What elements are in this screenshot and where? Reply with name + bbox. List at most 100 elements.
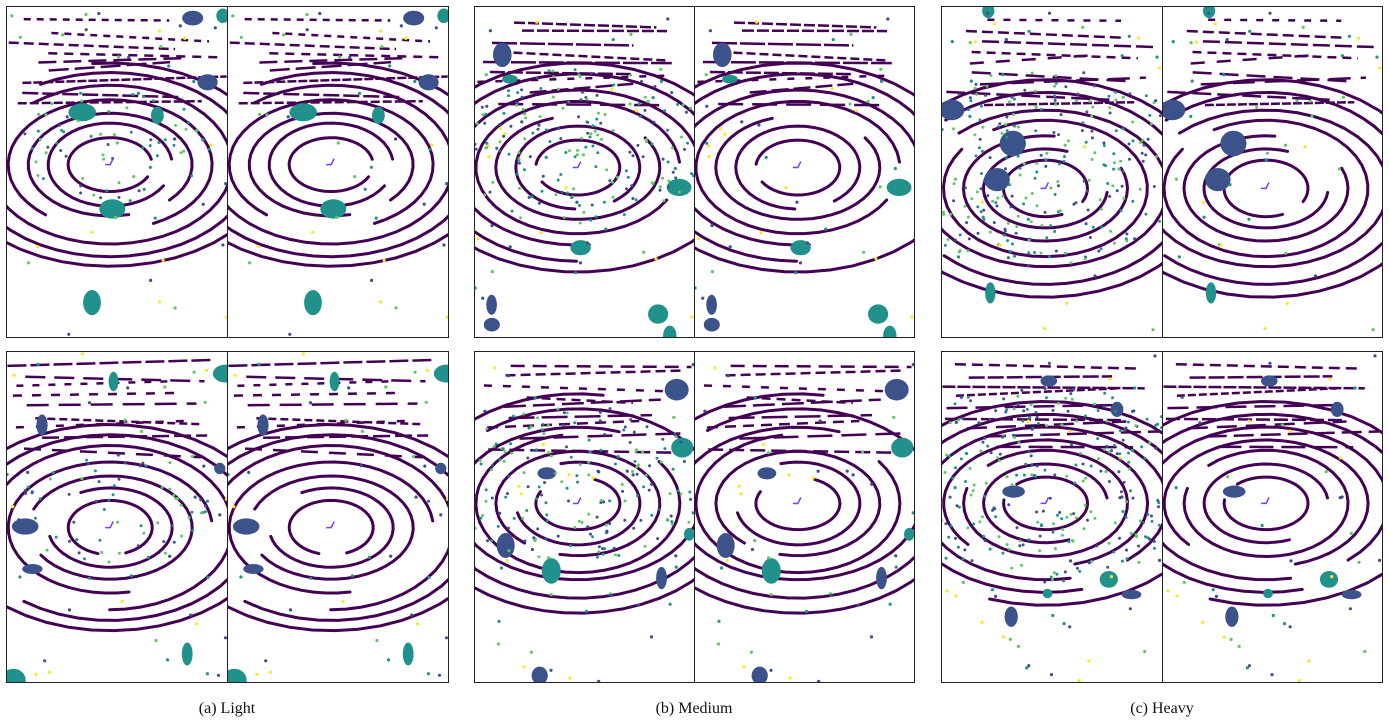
noise-point	[176, 497, 180, 501]
noise-point	[481, 514, 485, 517]
lidar-point	[496, 642, 501, 646]
noise-point	[540, 189, 544, 193]
noise-point	[952, 127, 955, 131]
point-cloud-render	[475, 17, 694, 337]
noise-point	[157, 141, 161, 144]
noise-point	[569, 455, 573, 459]
noise-point	[511, 414, 515, 418]
noise-point	[495, 146, 499, 150]
noise-point	[1127, 142, 1131, 146]
lidar-point	[341, 599, 345, 603]
lidar-point	[696, 237, 700, 241]
object-blob	[648, 304, 669, 324]
lidar-point	[816, 469, 820, 473]
lidar-point	[831, 38, 835, 42]
noise-point	[475, 526, 477, 530]
noise-point	[960, 416, 964, 420]
noise-point	[1080, 129, 1084, 133]
noise-point	[648, 464, 652, 468]
noise-point	[1049, 575, 1053, 579]
scan-ring	[228, 83, 448, 246]
lidar-point	[609, 593, 613, 597]
noise-point	[112, 484, 116, 488]
lidar-point	[247, 470, 251, 474]
noise-point	[501, 533, 504, 537]
lidar-point	[439, 513, 443, 517]
panel-heavy-bottom-noisy	[941, 351, 1163, 683]
noise-point	[512, 516, 516, 520]
lidar-point	[218, 513, 222, 517]
noise-point	[111, 493, 115, 497]
noise-point	[58, 123, 62, 127]
noise-point	[1117, 470, 1121, 474]
scan-band	[1175, 362, 1362, 370]
noise-point	[1131, 199, 1135, 203]
lidar-point	[705, 141, 709, 145]
lidar-point	[37, 112, 41, 116]
lidar-point	[1155, 55, 1159, 59]
noise-point	[573, 526, 577, 529]
noise-point	[1026, 264, 1030, 268]
noise-point	[669, 514, 673, 518]
noise-point	[1015, 225, 1019, 229]
noise-point	[1045, 396, 1048, 400]
object-blob	[36, 414, 48, 436]
object-blob	[493, 42, 512, 67]
lidar-point	[1283, 143, 1288, 147]
noise-point	[141, 146, 145, 150]
object-blob	[666, 178, 692, 196]
object-blob	[83, 290, 101, 316]
noise-point	[632, 526, 636, 530]
lidar-point	[1324, 470, 1328, 474]
noise-point	[1043, 387, 1047, 391]
lidar-point	[61, 33, 65, 37]
noise-point	[1141, 159, 1145, 163]
lidar-point	[167, 64, 171, 68]
noise-point	[973, 133, 977, 137]
noise-point	[661, 437, 665, 441]
noise-point	[83, 557, 86, 561]
lidar-point	[1189, 114, 1193, 118]
noise-point	[1085, 110, 1089, 114]
noise-point	[1144, 94, 1148, 98]
lidar-point	[1194, 40, 1198, 44]
noise-point	[537, 485, 541, 489]
lidar-point	[668, 602, 672, 606]
noise-point	[174, 123, 178, 127]
lidar-point	[424, 400, 428, 404]
noise-point	[585, 97, 589, 101]
noise-point	[1114, 98, 1118, 102]
lidar-point	[301, 352, 306, 356]
noise-point	[1102, 144, 1106, 147]
noise-point	[562, 423, 566, 427]
scan-band	[23, 17, 170, 22]
lidar-point	[591, 476, 595, 480]
noise-point	[650, 142, 654, 146]
noise-point	[1154, 446, 1158, 450]
lidar-point	[634, 109, 638, 113]
noise-point	[638, 115, 642, 119]
lidar-point	[1228, 183, 1232, 187]
noise-point	[1038, 534, 1042, 538]
noise-point	[152, 118, 156, 122]
lidar-point	[360, 429, 365, 433]
noise-point	[603, 547, 607, 551]
lidar-point	[65, 115, 69, 119]
noise-point	[1150, 519, 1154, 523]
ego-vehicle-marker	[572, 497, 582, 505]
noise-point	[587, 460, 591, 464]
scan-ring	[475, 100, 681, 236]
lidar-point	[232, 505, 236, 509]
noise-point	[616, 175, 619, 179]
lidar-point	[1027, 29, 1031, 33]
lidar-point	[1082, 145, 1087, 149]
noise-point	[599, 121, 603, 125]
noise-point	[974, 82, 978, 86]
lidar-point	[1001, 73, 1005, 77]
noise-point	[586, 525, 590, 529]
noise-point	[30, 147, 34, 150]
scan-ring	[1182, 448, 1350, 559]
noise-point	[957, 92, 961, 96]
ego-vehicle-marker	[1261, 496, 1270, 505]
noise-point	[1093, 516, 1097, 520]
